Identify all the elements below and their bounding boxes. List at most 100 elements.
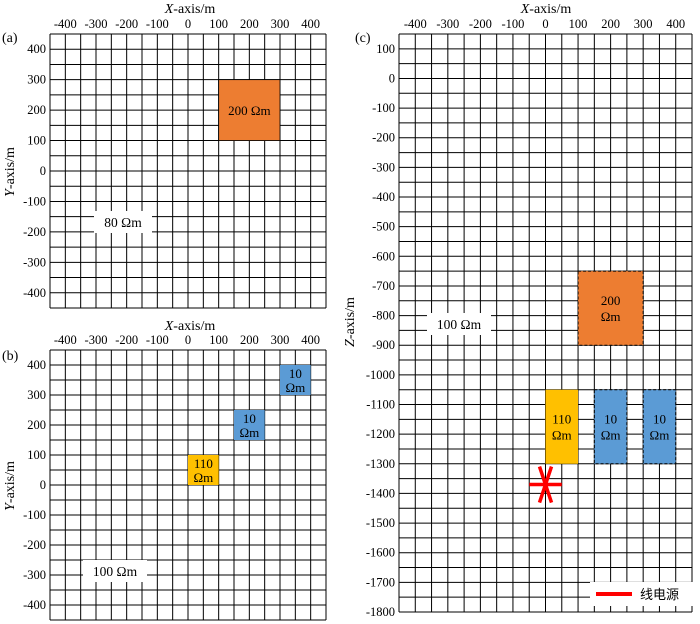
panel-c-z-tick-label: -1700 (366, 575, 395, 589)
panel-c-z-tick-label: -1100 (366, 398, 395, 412)
panel-c-block-unit: Ωm (601, 309, 621, 324)
panel-a-x-tick-label: -300 (85, 17, 108, 31)
panel-c-background-resistivity: 100 Ωm (437, 317, 482, 332)
panel-b-x-tick-label: 400 (301, 333, 320, 347)
panel-b-x-tick-label: -200 (115, 333, 138, 347)
panel-c-x-axis-title: X-axis/m (520, 2, 572, 17)
panel-c-z-tick-label: -800 (372, 309, 395, 323)
panel-c-z-tick-label: -900 (372, 338, 395, 352)
panel-c-x-tick-label: 300 (634, 17, 653, 31)
panel-b-background-label-box (83, 560, 147, 582)
panel-b-y-tick-label: -200 (23, 538, 46, 552)
panel-c-x-tick-label: 100 (569, 17, 588, 31)
panel-c-z-tick-label: -300 (372, 160, 395, 174)
panel-b-y-tick-label: 400 (27, 358, 46, 372)
panel-b-resistivity-block (234, 410, 265, 440)
panel-a-y-ticks: 400 300 200 100 0 -100 -200 -300 -400 (23, 42, 46, 300)
panel-a-x-tick-label: -200 (115, 17, 138, 31)
panel-b-resistivity-block (188, 455, 219, 485)
panel-c-z-tick-label: -1600 (366, 546, 395, 560)
panel-a-x-tick-label: 400 (301, 17, 320, 31)
panel-b-block-unit: Ωm (285, 380, 305, 395)
panel-b-y-tick-label: -400 (23, 598, 46, 612)
panel-a: (a) X-axis/m Y-axis/m -400 -300 -200 -100 0 1… (2, 2, 327, 309)
panel-c-z-tick-label: -1500 (366, 516, 395, 530)
panel-a-x-tick-label: -400 (54, 17, 77, 31)
panel-b-y-axis-title: Y-axis/m (3, 461, 18, 511)
panel-c-background-label-box (427, 313, 491, 335)
panel-b-x-tick-label: 100 (209, 333, 228, 347)
panel-b-y-tick-label: -300 (23, 568, 46, 582)
panel-c-z-tick-label: 100 (376, 42, 395, 56)
panel-c-resistivity-block (593, 389, 628, 465)
panel-c-block-unit: Ωm (650, 428, 670, 443)
panel-c-block-value: 110 (552, 412, 571, 427)
panel-a-x-axis-title: X-axis/m (164, 2, 216, 17)
panel-a-y-tick-label: 0 (40, 164, 46, 178)
panel-a-label: (a) (2, 31, 18, 46)
panel-b-x-tick-label: 200 (240, 333, 259, 347)
panel-c-label: (c) (355, 31, 371, 46)
panel-b-y-tick-label: 0 (40, 478, 46, 492)
panel-b-x-ticks: -400 -300 -200 -100 0 100 200 300 400 (54, 333, 320, 347)
panel-b-block-unit: Ωm (239, 425, 259, 440)
panel-b: (b) X-axis/m Y-axis/m -400 -300 -200 -100 0 1… (2, 319, 327, 621)
panel-c-z-tick-label: -200 (372, 131, 395, 145)
panel-c-x-tick-label: 400 (666, 17, 685, 31)
panel-c-z-tick-label: -1000 (366, 368, 395, 382)
panel-b-x-tick-label: 300 (271, 333, 290, 347)
panel-c-resistivity-block (545, 389, 579, 464)
panel-b-x-tick-label: 0 (185, 333, 191, 347)
panel-c-x-tick-label: -400 (404, 17, 427, 31)
panel-a-y-tick-label: -300 (23, 255, 46, 269)
panel-a-y-tick-label: 100 (27, 134, 46, 148)
panel-a-x-tick-label: 0 (185, 17, 191, 31)
panel-b-block-value: 10 (289, 366, 302, 381)
panel-c-z-tick-label: -100 (372, 101, 395, 115)
panel-a-y-tick-label: -400 (23, 286, 46, 300)
panel-b-x-axis-title: X-axis/m (164, 319, 216, 334)
panel-a-background-label-box (94, 211, 152, 233)
panel-c-z-tick-label: -700 (372, 279, 395, 293)
panel-c-x-tick-label: 200 (601, 17, 620, 31)
panel-c-block-unit: Ωm (601, 428, 621, 443)
panel-c-z-tick-label: -600 (372, 249, 395, 263)
panel-b-block-value: 110 (194, 456, 213, 471)
panel-c-block-value: 10 (604, 412, 617, 427)
panel-b-y-ticks: 400 300 200 100 0 -100 -200 -300 -400 (23, 358, 46, 612)
panel-c-x-tick-label: 0 (542, 17, 548, 31)
panel-c: (c) X-axis/m Z-axis/m -400 -300 -200 -100 0 1… (343, 2, 696, 619)
panel-a-x-tick-label: 200 (240, 17, 259, 31)
panel-b-x-tick-label: -100 (146, 333, 169, 347)
panel-a-blocks: 200 Ωm (218, 79, 281, 141)
panel-b-y-tick-label: 200 (27, 418, 46, 432)
panel-c-block-value: 10 (653, 412, 666, 427)
panel-c-x-tick-label: -200 (469, 17, 492, 31)
panel-a-grid (49, 33, 327, 309)
panel-a-y-tick-label: 200 (27, 103, 46, 117)
panel-c-block-value: 200 (601, 293, 621, 308)
panel-a-y-axis-title: Y-axis/m (3, 147, 18, 197)
panel-c-z-tick-label: -1200 (366, 427, 395, 441)
panel-b-x-tick-label: -300 (85, 333, 108, 347)
panel-c-z-tick-label: -1400 (366, 486, 395, 500)
panel-c-x-ticks: -400 -300 -200 -100 0 100 200 300 400 (404, 17, 685, 31)
panel-c-resistivity-block (577, 270, 644, 346)
panel-c-z-tick-label: -400 (372, 190, 395, 204)
panel-a-y-tick-label: 300 (27, 73, 46, 87)
panel-a-resistivity-block (218, 79, 281, 141)
panel-b-label: (b) (2, 349, 19, 364)
panel-a-y-tick-label: -100 (23, 194, 46, 208)
panel-a-x-tick-label: -100 (146, 17, 169, 31)
panel-c-x-tick-label: -100 (501, 17, 524, 31)
panel-c-z-tick-label: -500 (372, 220, 395, 234)
legend-line-source-label: 线电源 (640, 588, 679, 603)
panel-c-z-tick-label: -1300 (366, 457, 395, 471)
panel-b-block-unit: Ωm (193, 470, 213, 485)
panel-b-background-resistivity: 100 Ωm (93, 564, 138, 579)
panel-a-y-tick-label: -200 (23, 225, 46, 239)
panel-a-x-ticks: -400 -300 -200 -100 0 100 200 300 400 (54, 17, 320, 31)
